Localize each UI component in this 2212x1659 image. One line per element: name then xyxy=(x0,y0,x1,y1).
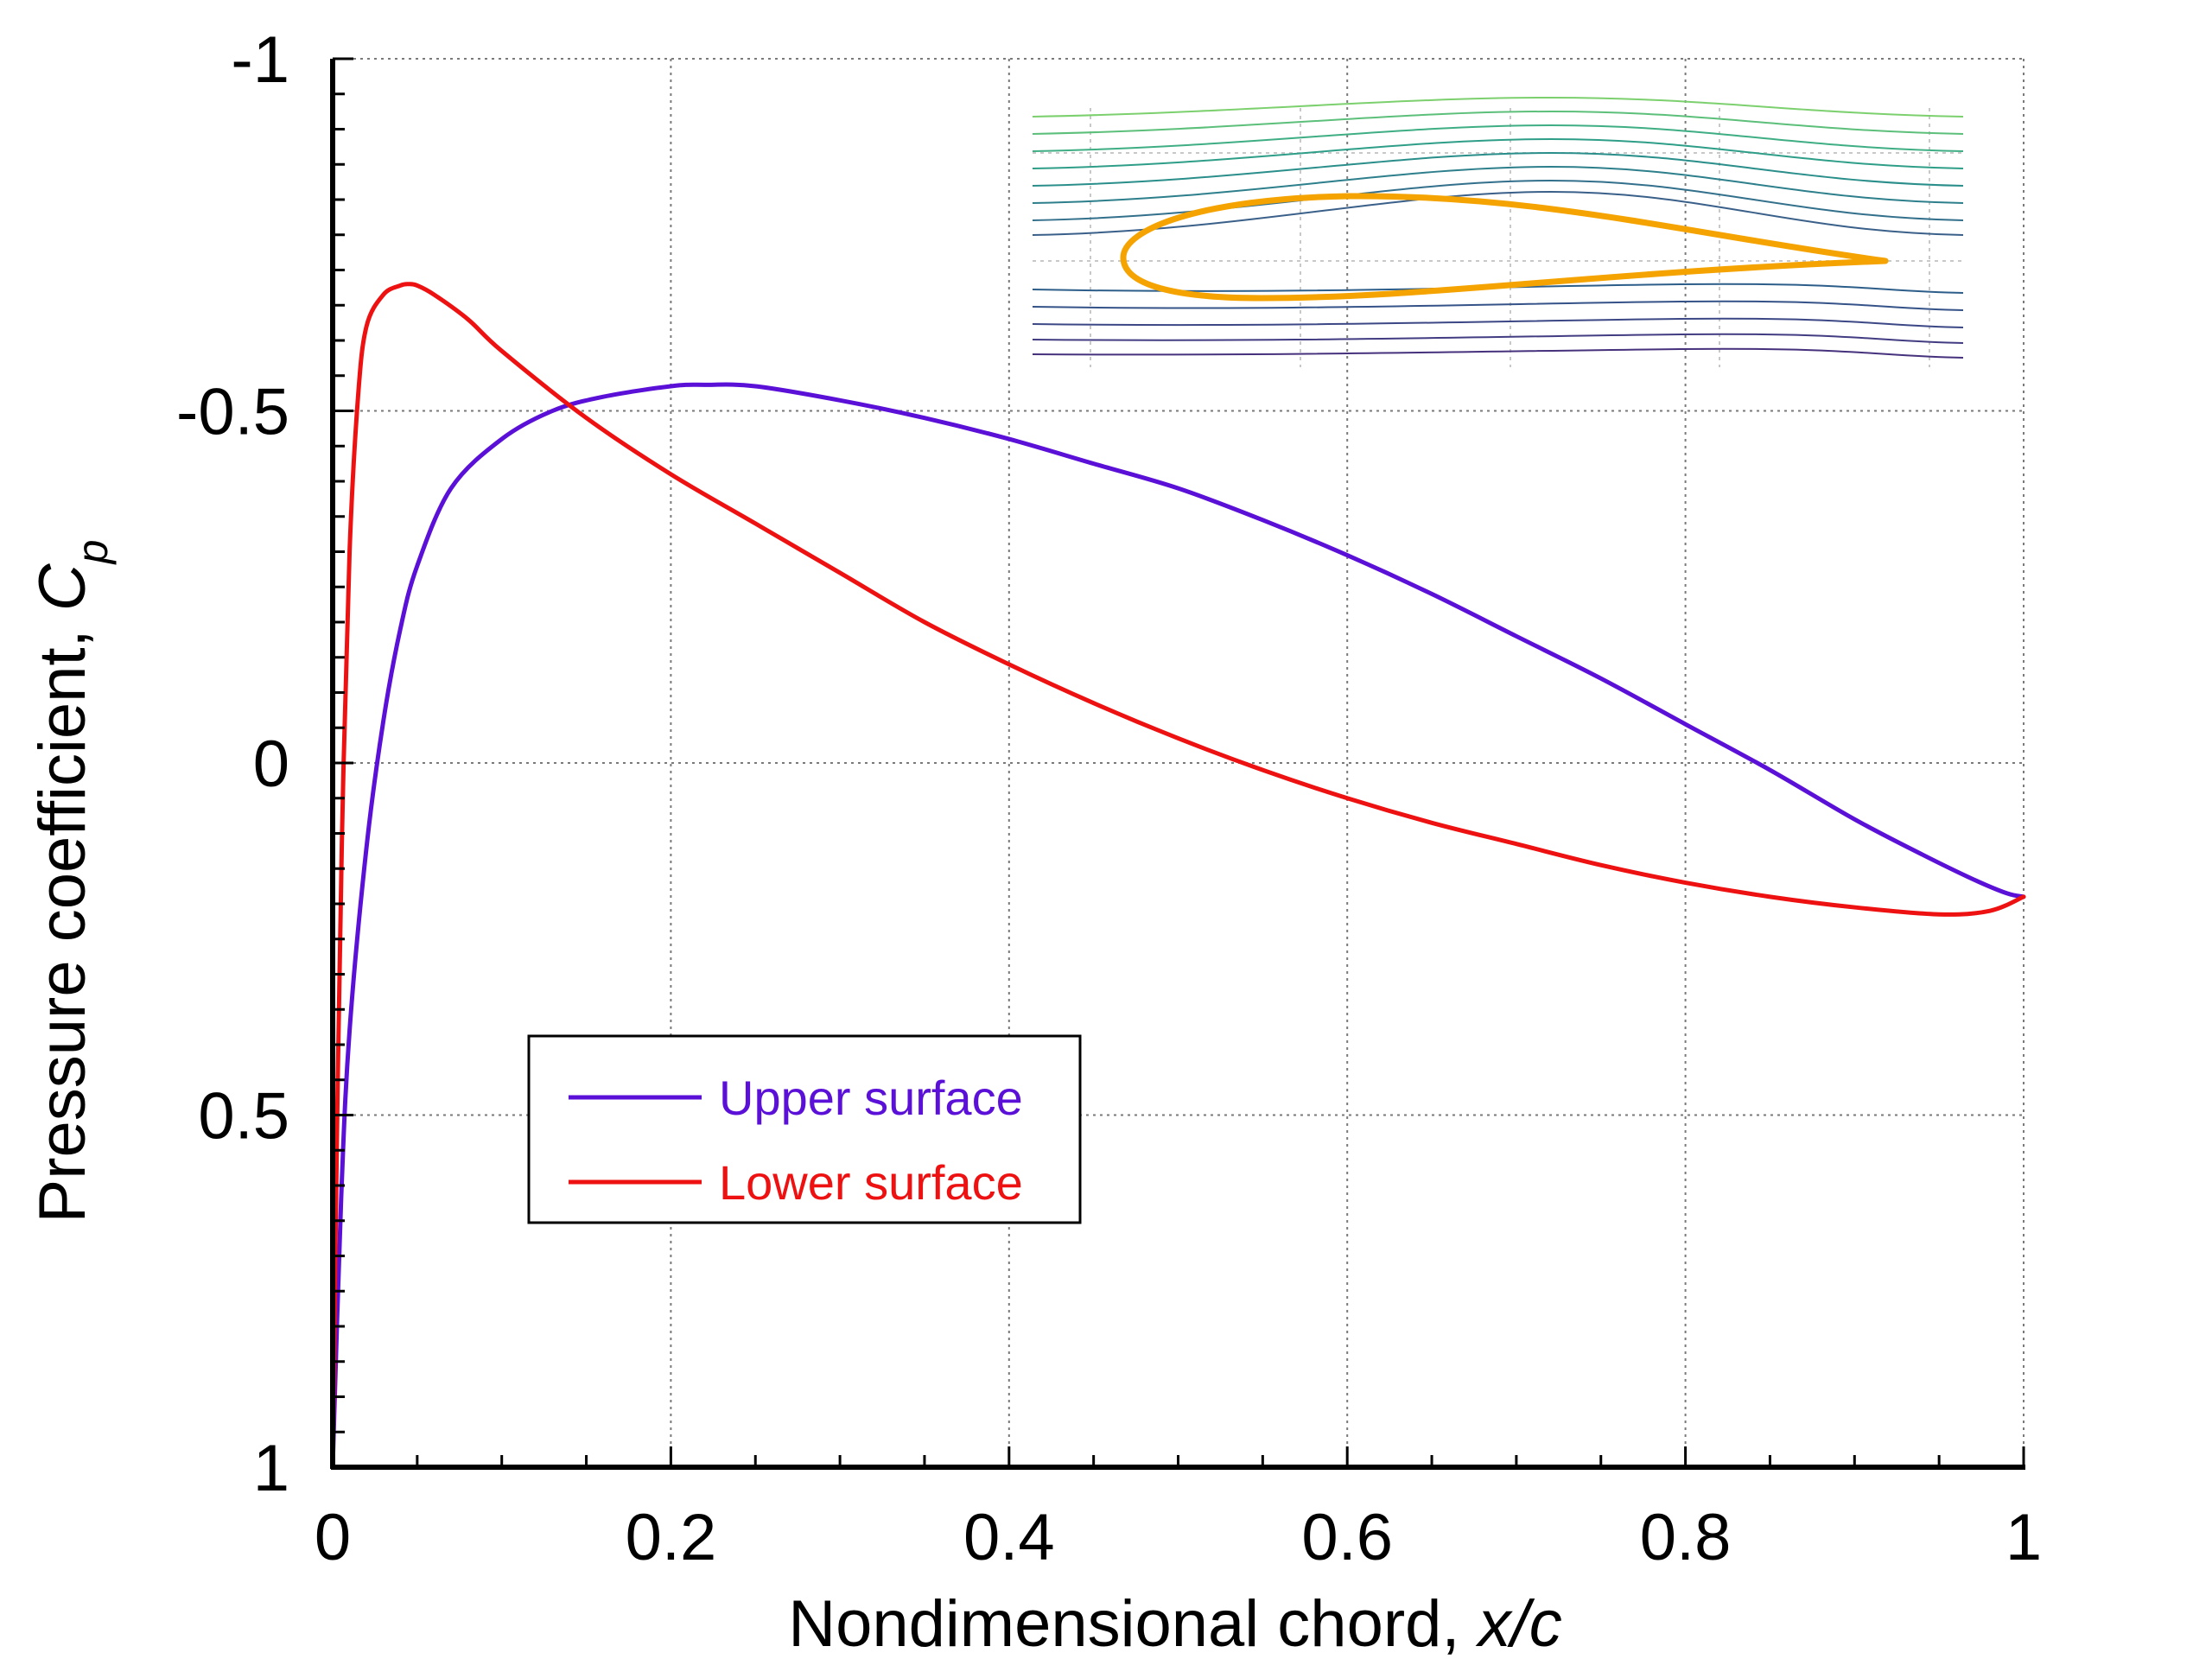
x-tick-label: 0.8 xyxy=(1640,1501,1732,1574)
y-tick-label: 0 xyxy=(253,728,289,801)
inset-streamline xyxy=(1032,124,1964,152)
x-tick-label: 0 xyxy=(315,1501,351,1574)
y-tick-label: -0.5 xyxy=(176,376,289,449)
upper-surface-line xyxy=(330,382,2026,1470)
airfoil-streamline-inset xyxy=(1032,96,1964,367)
data-series xyxy=(330,282,2026,1470)
x-tick-label: 0.6 xyxy=(1301,1501,1393,1574)
inset-streamline xyxy=(1032,190,1964,236)
inset-streamline xyxy=(1032,151,1964,187)
lower-surface-line xyxy=(330,282,2026,1470)
y-tick-label: 1 xyxy=(253,1432,289,1505)
tick-labels: 0 0.2 0.4 0.6 0.8 1 -1 -0.5 0 0.5 1 xyxy=(176,23,2042,1574)
inset-streamline xyxy=(1032,96,1964,118)
legend-box xyxy=(527,1034,1082,1224)
y-tick-label: 0.5 xyxy=(198,1080,289,1154)
inset-streamline xyxy=(1032,165,1964,204)
inset-streamline xyxy=(1032,137,1964,169)
axes xyxy=(330,57,2025,1470)
y-axis-title: Pressure coefficient, Cp xyxy=(26,540,117,1224)
legend-label-lower: Lower surface xyxy=(719,1155,1023,1210)
inset-streamline xyxy=(1032,333,1964,344)
y-tick-label: -1 xyxy=(231,23,289,97)
legend: Upper surface Lower surface xyxy=(527,1034,1082,1224)
inset-streamline xyxy=(1032,300,1964,311)
inset-streamline xyxy=(1032,283,1964,294)
inset-streamline xyxy=(1032,110,1964,135)
x-axis-title: Nondimensional chord, x/c xyxy=(788,1587,1562,1659)
inset-airfoil xyxy=(1120,193,1889,302)
x-tick-label: 0.4 xyxy=(963,1501,1055,1574)
inset-streamline xyxy=(1032,317,1964,328)
x-tick-label: 1 xyxy=(2005,1501,2042,1574)
grid xyxy=(333,58,2024,1467)
legend-label-upper: Upper surface xyxy=(719,1071,1023,1125)
x-tick-label: 0.2 xyxy=(626,1501,717,1574)
inset-streamline xyxy=(1032,347,1964,359)
